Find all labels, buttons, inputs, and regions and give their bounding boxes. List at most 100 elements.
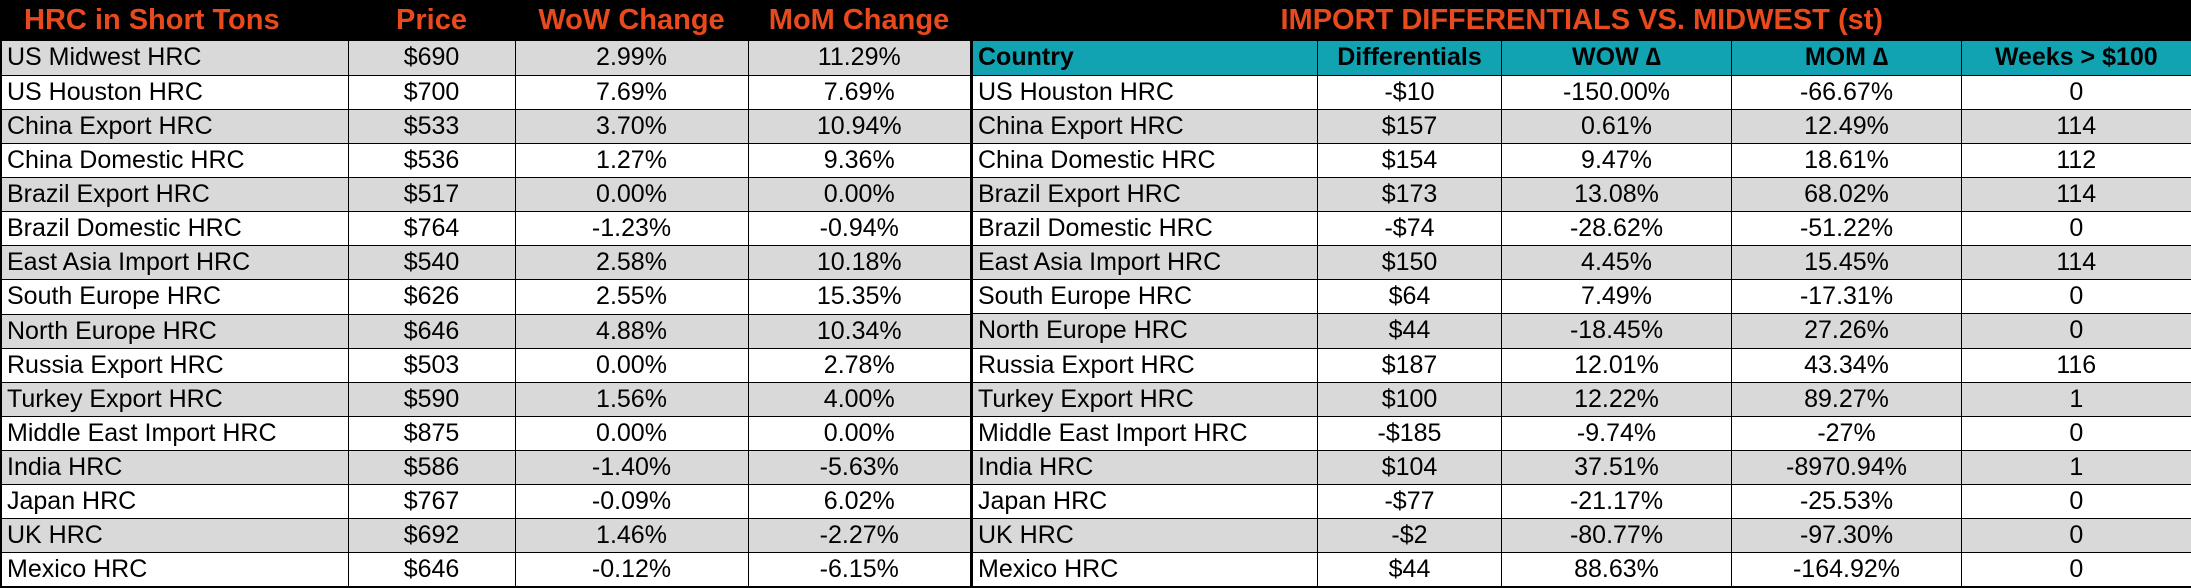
col-header-country: Country bbox=[971, 41, 1318, 76]
weeks-over-100-cell: 114 bbox=[1961, 177, 2191, 213]
wow-change-cell: -1.40% bbox=[515, 450, 749, 486]
price-cell: $536 bbox=[348, 143, 516, 179]
differential-cell: $44 bbox=[1317, 313, 1502, 349]
price-cell: $700 bbox=[348, 75, 516, 110]
differential-cell: $64 bbox=[1317, 279, 1502, 315]
wow-change-cell: 0.00% bbox=[515, 348, 749, 383]
table-row: East Asia Import HRC $150 4.45% 15.45% 114 bbox=[971, 245, 2191, 281]
wow-change-cell: 7.69% bbox=[515, 75, 749, 110]
weeks-over-100-cell: 0 bbox=[1961, 74, 2191, 110]
country-cell: UK HRC bbox=[971, 518, 1318, 554]
wow-delta-cell: 9.47% bbox=[1501, 143, 1732, 178]
hrc-price-table: HRC in Short Tons Price WoW Change MoM C… bbox=[2, 0, 970, 588]
table-row: East Asia Import HRC $540 2.58% 10.18% bbox=[2, 245, 970, 281]
differential-cell: $150 bbox=[1317, 245, 1502, 281]
wow-change-cell: 1.46% bbox=[515, 518, 749, 554]
country-cell: Japan HRC bbox=[971, 484, 1318, 520]
country-cell: Turkey Export HRC bbox=[971, 382, 1318, 417]
mom-change-cell: 0.00% bbox=[748, 177, 970, 213]
country-cell: US Houston HRC bbox=[971, 74, 1318, 110]
table-row: South Europe HRC $64 7.49% -17.31% 0 bbox=[971, 279, 2191, 315]
price-cell: $692 bbox=[348, 518, 516, 554]
mom-change-cell: 2.78% bbox=[748, 348, 970, 383]
col-header-wow-change: WoW Change bbox=[515, 0, 748, 41]
mom-change-cell: 10.18% bbox=[748, 245, 970, 281]
wow-delta-cell: -150.00% bbox=[1501, 74, 1732, 110]
market-name-cell: Mexico HRC bbox=[2, 552, 349, 588]
wow-change-cell: 2.58% bbox=[515, 245, 749, 281]
mom-change-cell: 10.94% bbox=[748, 109, 970, 144]
table-row: US Houston HRC $700 7.69% 7.69% bbox=[2, 75, 970, 110]
differential-cell: -$185 bbox=[1317, 416, 1502, 451]
table-row: China Domestic HRC $536 1.27% 9.36% bbox=[2, 143, 970, 179]
market-name-cell: US Midwest HRC bbox=[2, 41, 349, 76]
mom-delta-cell: 15.45% bbox=[1731, 245, 1962, 281]
table-row: China Export HRC $157 0.61% 12.49% 114 bbox=[971, 109, 2191, 144]
table-row: Brazil Export HRC $173 13.08% 68.02% 114 bbox=[971, 177, 2191, 213]
mom-delta-cell: -66.67% bbox=[1731, 74, 1962, 110]
differential-cell: $173 bbox=[1317, 177, 1502, 213]
mom-delta-cell: 12.49% bbox=[1731, 109, 1962, 144]
differential-cell: -$2 bbox=[1317, 518, 1502, 554]
market-name-cell: India HRC bbox=[2, 450, 349, 486]
country-cell: Mexico HRC bbox=[971, 552, 1318, 588]
mom-change-cell: 9.36% bbox=[748, 143, 970, 179]
mom-change-cell: 7.69% bbox=[748, 75, 970, 110]
wow-delta-cell: 12.22% bbox=[1501, 382, 1732, 417]
table-row: Russia Export HRC $187 12.01% 43.34% 116 bbox=[971, 348, 2191, 383]
wow-change-cell: 4.88% bbox=[515, 314, 749, 349]
wow-change-cell: 1.56% bbox=[515, 382, 749, 417]
market-name-cell: UK HRC bbox=[2, 518, 349, 554]
mom-change-cell: -0.94% bbox=[748, 211, 970, 247]
col-header-wow-delta: WOW ∆ bbox=[1501, 41, 1732, 76]
weeks-over-100-cell: 114 bbox=[1961, 109, 2191, 144]
mom-delta-cell: 18.61% bbox=[1731, 143, 1962, 178]
wow-change-cell: 3.70% bbox=[515, 109, 749, 144]
wow-delta-cell: -28.62% bbox=[1501, 211, 1732, 247]
market-name-cell: Brazil Export HRC bbox=[2, 177, 349, 213]
market-name-cell: North Europe HRC bbox=[2, 314, 349, 349]
wow-delta-cell: -80.77% bbox=[1501, 518, 1732, 554]
table-row: Mexico HRC $44 88.63% -164.92% 0 bbox=[971, 552, 2191, 588]
mom-change-cell: 10.34% bbox=[748, 314, 970, 349]
differentials-header-row: Country Differentials WOW ∆ MOM ∆ Weeks … bbox=[971, 41, 2191, 76]
col-header-mom-change: MoM Change bbox=[748, 0, 970, 41]
table-row: Brazil Domestic HRC $764 -1.23% -0.94% bbox=[2, 211, 970, 247]
differentials-title-row: IMPORT DIFFERENTIALS VS. MIDWEST (st) bbox=[971, 0, 2191, 41]
country-cell: East Asia Import HRC bbox=[971, 245, 1318, 281]
wow-delta-cell: 13.08% bbox=[1501, 177, 1732, 213]
country-cell: India HRC bbox=[971, 450, 1318, 486]
market-name-cell: South Europe HRC bbox=[2, 279, 349, 315]
country-cell: China Domestic HRC bbox=[971, 143, 1318, 178]
mom-change-cell: -5.63% bbox=[748, 450, 970, 486]
col-header-price: Price bbox=[348, 0, 515, 41]
col-header-weeks-over-100: Weeks > $100 bbox=[1961, 41, 2191, 76]
wow-delta-cell: 12.01% bbox=[1501, 348, 1732, 383]
mom-delta-cell: -164.92% bbox=[1731, 552, 1962, 588]
mom-delta-cell: -27% bbox=[1731, 416, 1962, 451]
table-row: UK HRC -$2 -80.77% -97.30% 0 bbox=[971, 518, 2191, 554]
differential-cell: $154 bbox=[1317, 143, 1502, 178]
price-cell: $646 bbox=[348, 552, 516, 588]
differential-cell: -$74 bbox=[1317, 211, 1502, 247]
differential-cell: -$10 bbox=[1317, 74, 1502, 110]
wow-delta-cell: -18.45% bbox=[1501, 313, 1732, 349]
market-name-cell: East Asia Import HRC bbox=[2, 245, 349, 281]
price-cell: $690 bbox=[348, 41, 516, 76]
differential-cell: $44 bbox=[1317, 552, 1502, 588]
weeks-over-100-cell: 1 bbox=[1961, 450, 2191, 486]
table-row: US Houston HRC -$10 -150.00% -66.67% 0 bbox=[971, 74, 2191, 110]
weeks-over-100-cell: 0 bbox=[1961, 313, 2191, 349]
country-cell: Middle East Import HRC bbox=[971, 416, 1318, 451]
price-table-body: US Midwest HRC $690 2.99% 11.29% US Houston … bbox=[2, 41, 970, 588]
price-cell: $767 bbox=[348, 484, 516, 520]
table-row: Mexico HRC $646 -0.12% -6.15% bbox=[2, 552, 970, 588]
market-name-cell: China Export HRC bbox=[2, 109, 349, 144]
mom-change-cell: -2.27% bbox=[748, 518, 970, 554]
mom-delta-cell: 68.02% bbox=[1731, 177, 1962, 213]
wow-change-cell: 2.55% bbox=[515, 279, 749, 315]
table-row: Japan HRC $767 -0.09% 6.02% bbox=[2, 484, 970, 520]
market-name-cell: Middle East Import HRC bbox=[2, 416, 349, 452]
country-cell: China Export HRC bbox=[971, 109, 1318, 144]
wow-change-cell: 0.00% bbox=[515, 416, 749, 452]
